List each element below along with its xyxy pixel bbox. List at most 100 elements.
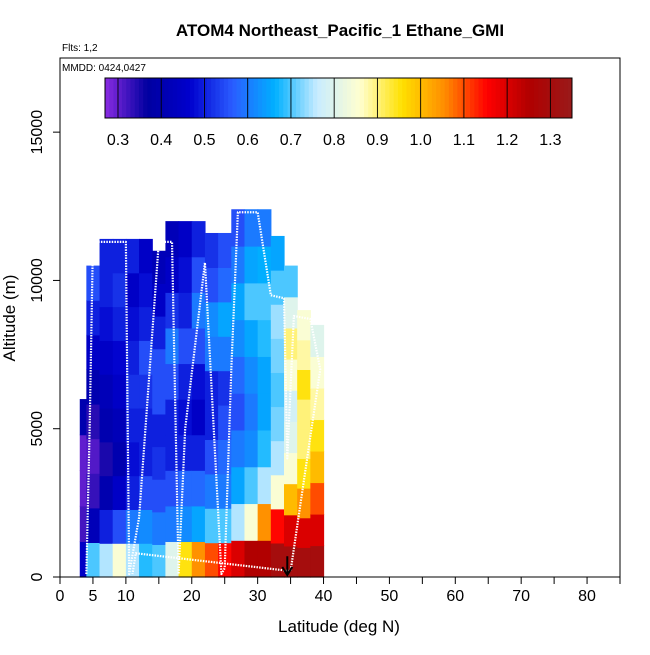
heatmap-cell xyxy=(165,221,180,258)
colorbar-tick-label: 0.5 xyxy=(193,132,215,149)
heatmap-cell xyxy=(297,488,311,519)
colorbar-swatch xyxy=(525,78,531,118)
colorbar-swatch xyxy=(359,78,365,118)
heatmap-cell xyxy=(218,336,232,372)
x-tick-label: 30 xyxy=(249,588,267,605)
heatmap-cell xyxy=(165,399,180,436)
heatmap-cell xyxy=(178,470,193,507)
colorbar-swatch xyxy=(249,78,255,118)
heatmap-cell xyxy=(191,221,206,258)
heatmap-cell xyxy=(297,399,311,430)
heatmap-cell xyxy=(86,404,101,440)
colorbar-swatch xyxy=(168,78,174,118)
heatmap-cell xyxy=(270,406,285,442)
heatmap-cell xyxy=(86,542,101,578)
colorbar-swatch xyxy=(189,78,195,118)
colorbar-swatch xyxy=(465,78,471,118)
heatmap-cell xyxy=(86,300,101,336)
heatmap-cell xyxy=(231,429,246,468)
x-tick-label: 70 xyxy=(512,588,530,605)
colorbar-swatch xyxy=(253,78,259,118)
colorbar-swatch xyxy=(211,78,216,118)
colorbar-swatch xyxy=(236,78,242,118)
heatmap-cell xyxy=(112,407,127,443)
heatmap-cell xyxy=(244,503,259,541)
heatmap-cell xyxy=(178,505,193,543)
heatmap-cell xyxy=(204,267,219,303)
heatmap-cell xyxy=(231,209,246,247)
heatmap-cell xyxy=(125,272,140,308)
colorbar-frame xyxy=(104,77,573,119)
heatmap-cell xyxy=(191,399,206,436)
heatmap-cell xyxy=(257,319,272,357)
heatmap-cell xyxy=(257,246,272,284)
colorbar-swatch xyxy=(431,78,437,118)
heatmap-cell xyxy=(257,466,272,505)
heatmap-cell xyxy=(244,282,259,321)
heatmap-cell xyxy=(139,441,153,477)
y-tick-label: 10000 xyxy=(29,258,46,303)
colorbar-swatch xyxy=(563,78,569,118)
heatmap-cell xyxy=(112,543,127,578)
heatmap-cell xyxy=(270,372,285,408)
heatmap-cell xyxy=(99,374,114,409)
heatmap-cell xyxy=(270,235,285,271)
colorbar-swatch xyxy=(470,78,475,118)
x-tick-label: 5 xyxy=(88,588,97,605)
colorbar-swatch xyxy=(117,78,123,118)
colorbar-swatch xyxy=(130,78,136,118)
heatmap-cell xyxy=(139,340,153,375)
colorbar-swatch xyxy=(172,78,178,118)
heatmap-cell xyxy=(178,221,193,258)
heatmap-cell xyxy=(257,209,272,247)
heatmap-cell xyxy=(139,543,153,578)
colorbar-swatch xyxy=(491,78,497,118)
colorbar-swatch xyxy=(151,78,157,118)
heatmap-cell xyxy=(99,340,114,375)
colorbar-swatch xyxy=(478,78,484,118)
colorbar-swatch xyxy=(385,78,390,118)
heatmap-cell xyxy=(270,270,285,305)
colorbar-swatch xyxy=(368,78,373,118)
colorbar-swatch xyxy=(325,78,331,118)
colorbar-swatch xyxy=(134,78,140,118)
colorbar-swatch xyxy=(206,78,212,118)
heatmap-cell xyxy=(310,450,325,484)
colorbar-swatch xyxy=(215,78,221,118)
heatmap-cell xyxy=(112,272,127,308)
colorbar-swatch xyxy=(380,78,386,118)
heatmap-cell xyxy=(112,340,127,375)
heatmap-cell xyxy=(310,545,325,578)
heatmap-cells xyxy=(79,209,325,578)
heatmap-cell xyxy=(139,306,153,341)
heatmap-cell xyxy=(86,473,101,509)
colorbar-swatch xyxy=(546,78,552,118)
colorbar-swatch xyxy=(453,78,458,118)
colorbar-swatch xyxy=(495,78,501,118)
colorbar-swatch xyxy=(143,78,148,118)
y-tick-label: 15000 xyxy=(29,110,46,155)
colorbar-swatch xyxy=(499,78,505,118)
heatmap-cell xyxy=(191,470,206,507)
heatmap-cell xyxy=(231,393,246,431)
heatmap-cell xyxy=(139,238,153,274)
heatmap-cell xyxy=(112,238,127,274)
heatmap-cell xyxy=(204,508,219,544)
colorbar-swatch xyxy=(538,78,543,118)
colorbar-swatch xyxy=(436,78,441,118)
heatmap-cell xyxy=(244,466,259,505)
colorbar-swatch xyxy=(313,78,318,118)
heatmap-cell xyxy=(297,517,311,548)
heatmap-cell xyxy=(152,381,167,415)
heatmap-cell xyxy=(284,483,298,516)
colorbar-swatch xyxy=(487,78,492,118)
colorbar-swatch xyxy=(457,78,463,118)
heatmap-cell xyxy=(244,356,259,394)
colorbar-swatch xyxy=(202,78,208,118)
heatmap-cell xyxy=(270,542,285,578)
x-tick-label: 80 xyxy=(578,588,596,605)
colorbar-swatch xyxy=(376,78,382,118)
colorbar-swatch xyxy=(257,78,263,118)
